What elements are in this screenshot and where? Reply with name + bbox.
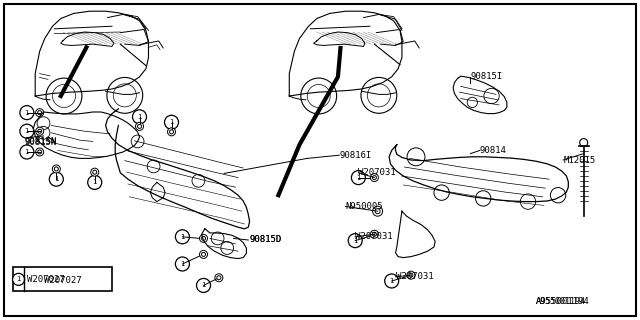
Text: 90816I: 90816I xyxy=(339,151,371,160)
Text: 1: 1 xyxy=(180,234,185,240)
Text: 1: 1 xyxy=(169,119,174,125)
Text: 90815N: 90815N xyxy=(24,138,56,147)
Circle shape xyxy=(54,167,58,171)
Text: 90815I: 90815I xyxy=(470,72,502,81)
Circle shape xyxy=(164,115,179,129)
Circle shape xyxy=(372,232,376,236)
Text: 1: 1 xyxy=(92,180,97,185)
Circle shape xyxy=(215,274,223,282)
Text: 1: 1 xyxy=(353,238,358,244)
Circle shape xyxy=(200,251,207,259)
Circle shape xyxy=(36,127,44,135)
Text: 90815D: 90815D xyxy=(250,236,282,244)
Circle shape xyxy=(93,170,97,174)
Circle shape xyxy=(348,234,362,248)
Text: 1: 1 xyxy=(16,276,21,282)
Circle shape xyxy=(351,171,365,185)
Circle shape xyxy=(371,230,378,238)
Circle shape xyxy=(132,110,147,124)
FancyBboxPatch shape xyxy=(13,267,112,291)
Circle shape xyxy=(168,128,175,136)
Circle shape xyxy=(196,278,211,292)
Text: W207031: W207031 xyxy=(358,168,396,177)
Circle shape xyxy=(409,273,413,277)
Circle shape xyxy=(38,111,42,115)
Text: A955001194: A955001194 xyxy=(536,297,586,306)
Circle shape xyxy=(385,274,399,288)
Text: 1: 1 xyxy=(356,175,361,180)
Text: W207027: W207027 xyxy=(27,275,65,284)
Circle shape xyxy=(52,165,60,173)
Circle shape xyxy=(170,130,173,134)
Text: W207031: W207031 xyxy=(396,272,433,281)
Text: 1: 1 xyxy=(389,278,394,284)
Circle shape xyxy=(372,176,376,180)
Circle shape xyxy=(371,173,378,182)
Circle shape xyxy=(36,148,44,156)
Circle shape xyxy=(49,172,63,186)
Circle shape xyxy=(138,124,141,128)
Text: 90815D: 90815D xyxy=(250,236,282,244)
Circle shape xyxy=(136,123,143,131)
Circle shape xyxy=(175,257,189,271)
Circle shape xyxy=(38,129,42,133)
Text: W207031: W207031 xyxy=(355,232,393,241)
Text: 1: 1 xyxy=(180,261,185,267)
Text: 1: 1 xyxy=(137,114,142,120)
Text: 90814: 90814 xyxy=(480,146,507,155)
Circle shape xyxy=(407,271,415,279)
Circle shape xyxy=(375,209,380,214)
Text: M12015: M12015 xyxy=(563,156,595,164)
Text: 1: 1 xyxy=(54,176,59,182)
Circle shape xyxy=(175,230,189,244)
Text: 1: 1 xyxy=(201,283,206,288)
Text: A955001194: A955001194 xyxy=(536,297,590,306)
Text: 90815N: 90815N xyxy=(24,137,56,146)
Text: 1: 1 xyxy=(24,149,29,155)
Circle shape xyxy=(13,273,24,285)
Text: W207027: W207027 xyxy=(44,276,81,285)
Circle shape xyxy=(36,108,44,117)
Circle shape xyxy=(20,106,34,120)
Circle shape xyxy=(202,236,205,240)
Text: 1: 1 xyxy=(24,110,29,116)
Circle shape xyxy=(372,206,383,216)
Circle shape xyxy=(202,252,205,256)
Circle shape xyxy=(20,124,34,138)
Circle shape xyxy=(91,168,99,176)
Circle shape xyxy=(20,145,34,159)
Text: N950005: N950005 xyxy=(346,202,383,211)
Circle shape xyxy=(217,276,221,280)
Text: 1: 1 xyxy=(24,128,29,134)
Circle shape xyxy=(38,150,42,154)
Circle shape xyxy=(88,175,102,189)
Circle shape xyxy=(200,234,207,243)
